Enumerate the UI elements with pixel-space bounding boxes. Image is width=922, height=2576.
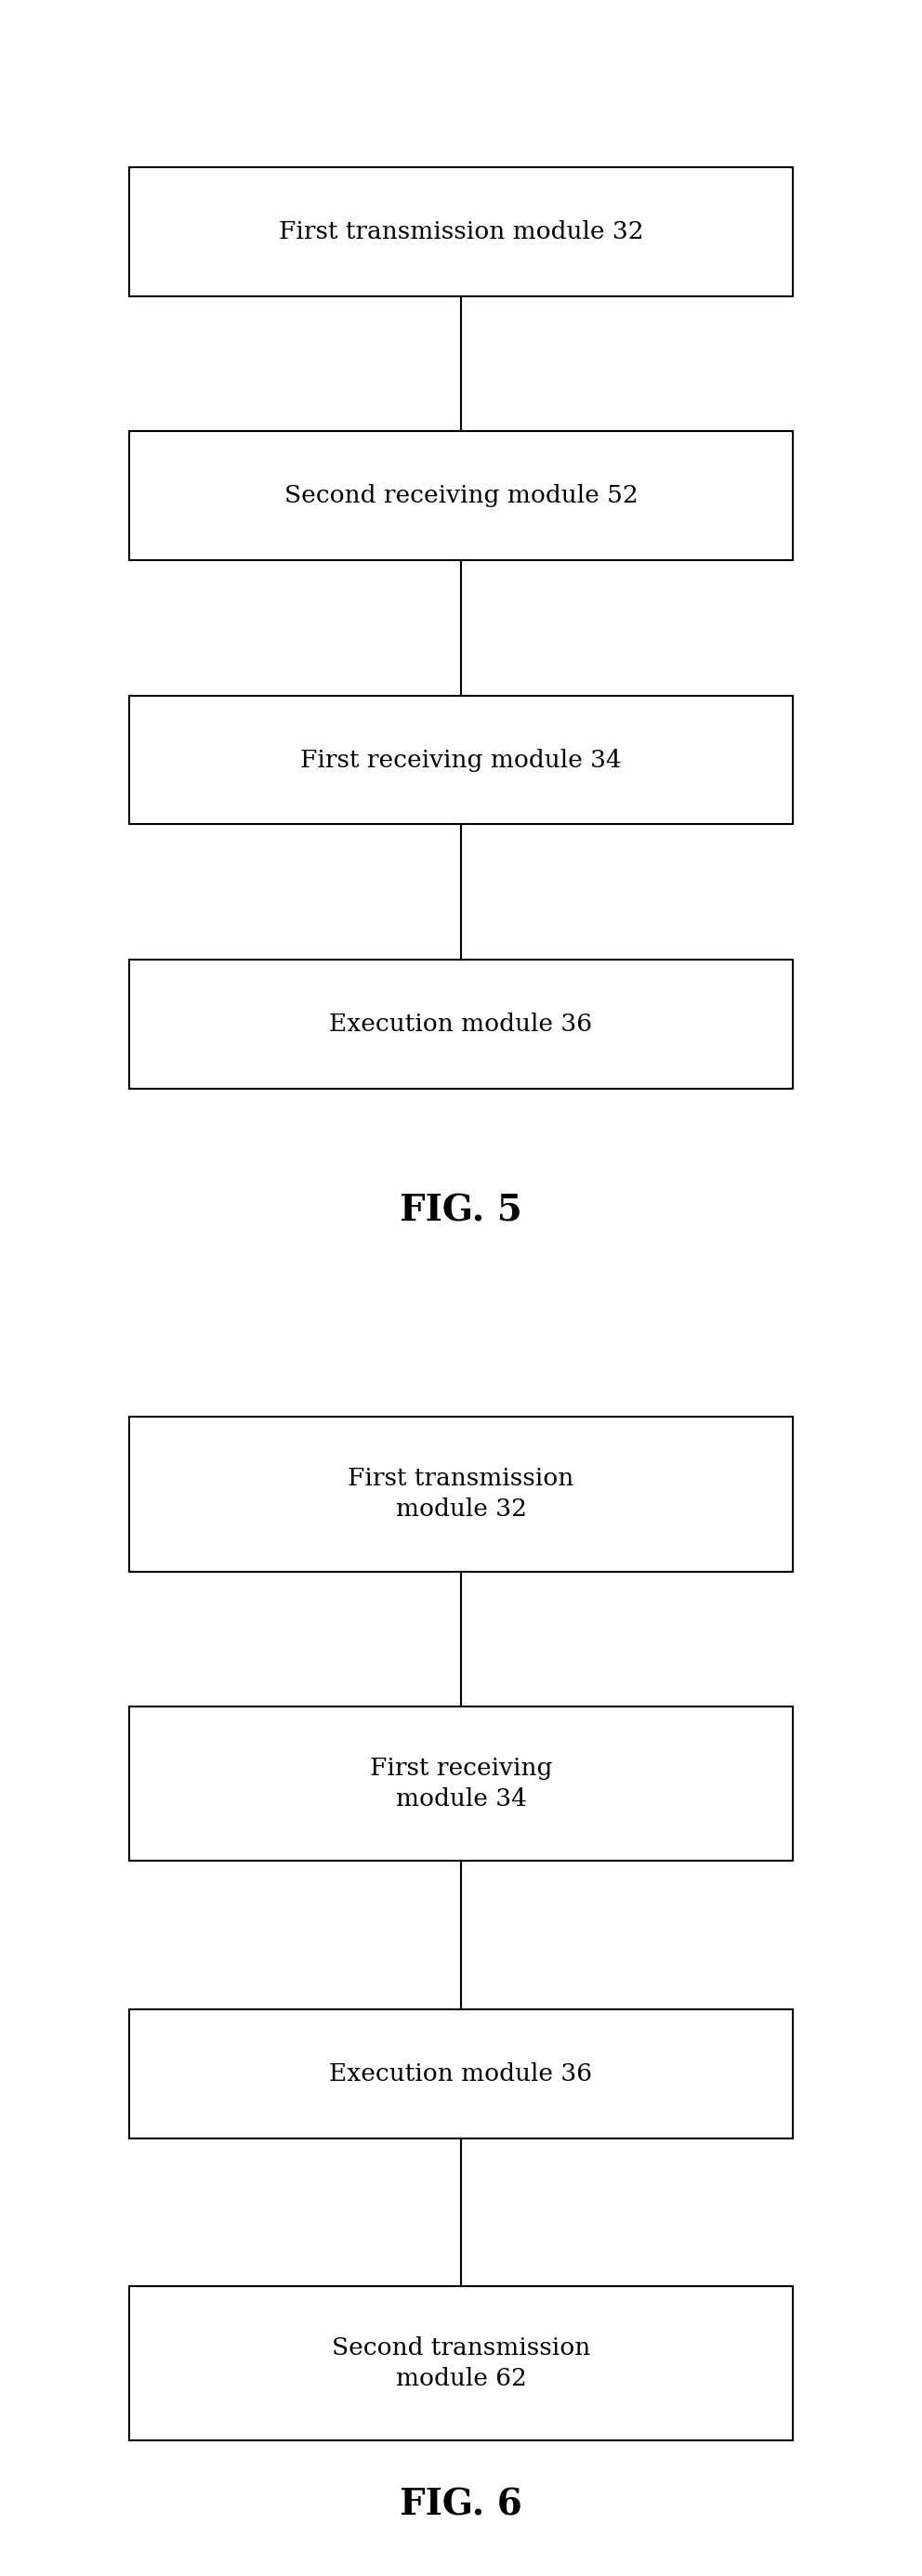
FancyBboxPatch shape [129,167,793,296]
FancyBboxPatch shape [129,2287,793,2442]
Text: First receiving
module 34: First receiving module 34 [370,1757,552,1811]
Text: FIG. 6: FIG. 6 [400,2488,522,2522]
FancyBboxPatch shape [129,2009,793,2138]
Text: First transmission
module 32: First transmission module 32 [348,1468,574,1520]
Text: Second receiving module 52: Second receiving module 52 [284,484,638,507]
Text: Execution module 36: Execution module 36 [329,2061,593,2087]
Text: Second transmission
module 62: Second transmission module 62 [332,2336,590,2391]
FancyBboxPatch shape [129,696,793,824]
Text: First receiving module 34: First receiving module 34 [301,747,621,773]
FancyBboxPatch shape [129,1417,793,1571]
Text: FIG. 5: FIG. 5 [400,1193,522,1229]
FancyBboxPatch shape [129,1708,793,1860]
Text: Execution module 36: Execution module 36 [329,1012,593,1036]
FancyBboxPatch shape [129,430,793,562]
Text: First transmission module 32: First transmission module 32 [278,219,644,245]
FancyBboxPatch shape [129,961,793,1087]
